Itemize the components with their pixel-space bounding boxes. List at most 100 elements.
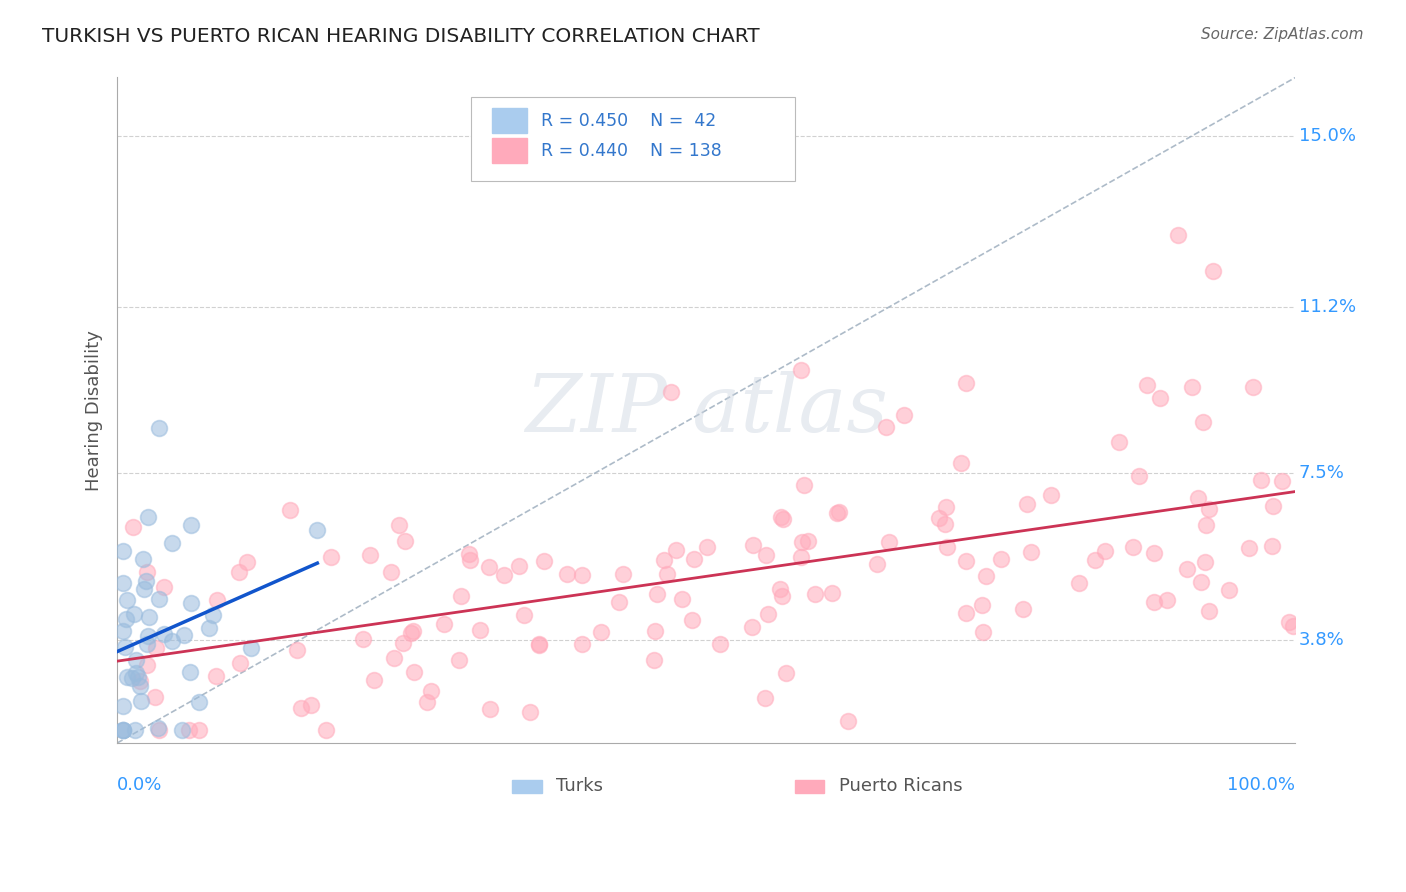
Point (775, 666, 797, 681)
Point (1261, 499, 1284, 513)
Point (122, 607, 145, 622)
Point (387, 518, 409, 533)
Point (382, 651, 405, 665)
Point (1237, 541, 1260, 555)
Point (205, 593, 228, 607)
Point (170, 723, 193, 737)
Point (665, 542, 688, 557)
Point (1261, 539, 1284, 553)
Point (129, 674, 152, 689)
Point (160, 536, 183, 550)
Point (138, 609, 160, 624)
Bar (492, 138, 527, 163)
Point (789, 363, 811, 377)
Point (460, 552, 482, 566)
Point (129, 694, 152, 708)
Point (589, 625, 612, 640)
Point (450, 590, 472, 604)
Point (970, 598, 993, 612)
Point (1195, 518, 1218, 533)
Point (160, 634, 183, 648)
Point (205, 669, 228, 683)
Point (612, 567, 634, 582)
Point (1128, 468, 1150, 483)
Point (1241, 380, 1264, 394)
Point (955, 554, 977, 568)
Point (533, 554, 555, 568)
Point (124, 665, 146, 680)
Point (652, 553, 675, 567)
Point (290, 700, 312, 714)
Text: R = 0.440    N = 138: R = 0.440 N = 138 (541, 142, 723, 160)
Point (972, 625, 994, 640)
Point (1191, 415, 1213, 429)
Point (112, 543, 135, 558)
Point (124, 723, 146, 737)
Point (420, 684, 443, 698)
Point (198, 621, 221, 635)
Point (125, 653, 148, 667)
Text: TURKISH VS PUERTO RICAN HEARING DISABILITY CORRELATION CHART: TURKISH VS PUERTO RICAN HEARING DISABILI… (42, 27, 759, 45)
Point (299, 698, 322, 713)
Point (433, 617, 456, 632)
Point (742, 538, 765, 552)
Point (112, 723, 135, 737)
Point (152, 580, 174, 594)
Point (1198, 502, 1220, 516)
Point (307, 524, 329, 538)
Point (1250, 473, 1272, 487)
Point (112, 624, 135, 638)
Point (821, 585, 844, 599)
Point (659, 385, 682, 400)
Point (770, 510, 793, 524)
Point (865, 558, 887, 572)
Text: R = 0.450    N =  42: R = 0.450 N = 42 (541, 112, 717, 129)
FancyBboxPatch shape (471, 97, 794, 180)
Point (837, 714, 859, 728)
Point (770, 590, 793, 604)
Point (682, 552, 704, 566)
Point (468, 623, 491, 637)
Point (399, 626, 422, 640)
Point (513, 607, 536, 622)
Point (955, 376, 977, 391)
Point (825, 506, 848, 520)
Point (1194, 555, 1216, 569)
Point (136, 637, 159, 651)
Point (555, 566, 578, 581)
Point (136, 565, 159, 579)
Point (875, 420, 897, 434)
Point (828, 505, 851, 519)
Point (202, 607, 225, 622)
Text: 3.8%: 3.8% (1299, 631, 1344, 648)
Point (519, 705, 541, 719)
Point (935, 500, 957, 515)
Point (949, 456, 972, 470)
Text: Source: ZipAtlas.com: Source: ZipAtlas.com (1201, 27, 1364, 42)
Point (571, 637, 593, 651)
Point (571, 568, 593, 582)
Point (1167, 227, 1189, 242)
Point (121, 520, 143, 534)
Bar (512, 780, 541, 793)
Point (696, 541, 718, 555)
Point (1039, 488, 1062, 502)
Point (449, 653, 471, 667)
Point (404, 665, 426, 679)
Point (645, 587, 668, 601)
Point (709, 637, 731, 651)
Point (416, 694, 439, 708)
Point (1270, 474, 1292, 488)
Point (754, 691, 776, 706)
Point (363, 673, 385, 687)
Point (180, 596, 202, 610)
Point (756, 607, 779, 622)
Point (138, 629, 160, 643)
Point (741, 620, 763, 634)
Point (278, 503, 301, 517)
Point (179, 723, 201, 737)
Point (148, 421, 170, 435)
Point (1278, 615, 1301, 629)
Point (527, 638, 550, 652)
Point (1282, 619, 1305, 633)
